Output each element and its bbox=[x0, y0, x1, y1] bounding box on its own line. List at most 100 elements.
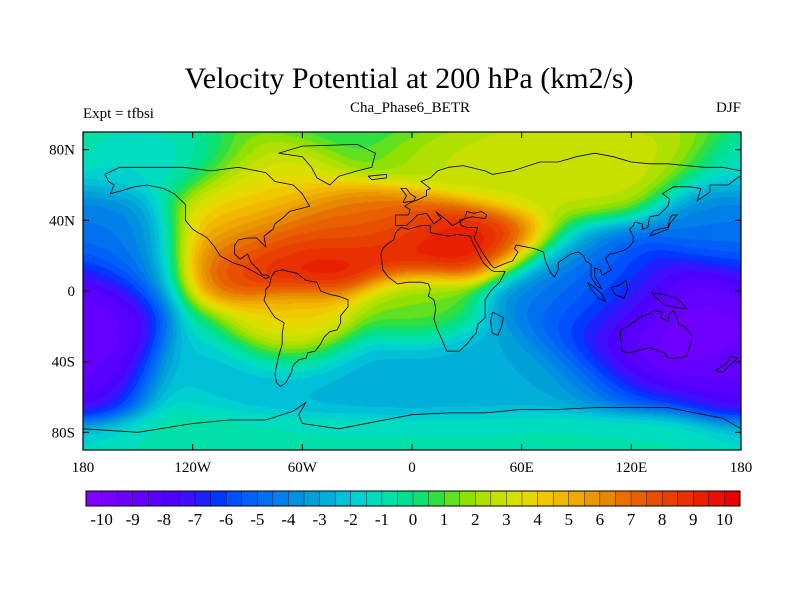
colorbar-swatch bbox=[428, 490, 445, 507]
colorbar-swatch bbox=[272, 490, 289, 507]
colorbar-swatch bbox=[677, 490, 694, 507]
colorbar-swatch bbox=[101, 490, 118, 507]
colorbar-label: -7 bbox=[188, 510, 203, 529]
coastline bbox=[400, 188, 417, 204]
colorbar-label: 10 bbox=[716, 510, 733, 529]
colorbar-swatch bbox=[693, 490, 710, 507]
map-plot-area bbox=[83, 132, 741, 450]
coastline bbox=[380, 225, 506, 352]
x-tick-label: 0 bbox=[408, 460, 416, 476]
colorbar-label: 0 bbox=[409, 510, 418, 529]
y-tick-label: 40N bbox=[49, 213, 75, 229]
coastline bbox=[367, 173, 387, 181]
colorbar-label: -4 bbox=[281, 510, 296, 529]
x-tick-label: 120E bbox=[615, 460, 647, 476]
colorbar-swatch bbox=[397, 490, 414, 507]
colorbar-label: -5 bbox=[250, 510, 264, 529]
colorbar-swatch bbox=[148, 490, 165, 507]
colorbar-swatch bbox=[568, 490, 585, 507]
coastline bbox=[395, 152, 741, 290]
colorbar-swatch bbox=[210, 490, 227, 507]
colorbar-swatch bbox=[85, 490, 103, 507]
coastlines bbox=[83, 143, 741, 433]
x-tick-label: 180 bbox=[730, 460, 753, 476]
colorbar-swatch bbox=[724, 490, 741, 507]
colorbar-label: -8 bbox=[157, 510, 171, 529]
colorbar-swatch bbox=[225, 490, 243, 507]
left-subtitle: Expt = tfbsi bbox=[83, 106, 154, 122]
colorbar-label: 8 bbox=[658, 510, 667, 529]
colorbar-swatch bbox=[412, 490, 430, 507]
colorbar-swatch bbox=[303, 490, 321, 507]
colorbar-label: -2 bbox=[344, 510, 358, 529]
colorbar-label: 2 bbox=[471, 510, 480, 529]
colorbar-swatch bbox=[288, 490, 305, 507]
coastline bbox=[587, 281, 607, 303]
x-tick-label: 120W bbox=[174, 460, 212, 476]
coastline bbox=[490, 311, 504, 336]
colorbar-swatch bbox=[615, 490, 632, 507]
colorbar-swatch bbox=[132, 490, 149, 507]
center-subtitle: Cha_Phase6_BETR bbox=[350, 100, 470, 116]
colorbar-swatch bbox=[630, 490, 648, 507]
colorbar: -10 -9 -8 -7 -6 -5 -4 -3 -2 -1 0 1 2 3 4 5 6 7 8 9 10 bbox=[85, 490, 741, 529]
colorbar-swatch bbox=[116, 490, 134, 507]
colorbar-swatch bbox=[319, 490, 336, 507]
colorbar-swatch bbox=[708, 490, 725, 507]
coastline bbox=[610, 279, 629, 299]
y-axis: 80N 40N 0 40S 80S bbox=[49, 143, 741, 441]
y-tick-label: 80S bbox=[52, 425, 75, 441]
right-subtitle: DJF bbox=[716, 100, 741, 116]
colorbar-label: -6 bbox=[219, 510, 233, 529]
colorbar-label: 7 bbox=[627, 510, 636, 529]
coastline bbox=[715, 355, 739, 373]
colorbar-label: -1 bbox=[375, 510, 389, 529]
colorbar-swatch bbox=[381, 490, 398, 507]
coastline bbox=[649, 214, 678, 237]
colorbar-swatch bbox=[334, 490, 352, 507]
colorbar-label: -3 bbox=[313, 510, 327, 529]
colorbar-label: -10 bbox=[90, 510, 113, 529]
colorbar-swatch bbox=[646, 490, 663, 507]
colorbar-swatch bbox=[350, 490, 367, 507]
colorbar-swatch bbox=[490, 490, 507, 507]
colorbar-label: 9 bbox=[689, 510, 698, 529]
coastline bbox=[651, 292, 688, 310]
x-tick-label: 60E bbox=[510, 460, 534, 476]
colorbar-swatch bbox=[475, 490, 492, 507]
colorbar-label: -9 bbox=[126, 510, 140, 529]
chart-title: Velocity Potential at 200 hPa (km2/s) bbox=[184, 62, 633, 95]
coastline bbox=[620, 309, 692, 359]
colorbar-label: 5 bbox=[564, 510, 573, 529]
colorbar-label: 1 bbox=[440, 510, 449, 529]
x-axis: 180 120W 60W 0 60E 120E 180 bbox=[72, 132, 753, 476]
colorbar-swatch bbox=[552, 490, 570, 507]
y-tick-label: 0 bbox=[68, 284, 76, 300]
colorbar-swatch bbox=[459, 490, 476, 507]
colorbar-swatch bbox=[661, 490, 679, 507]
x-tick-label: 60W bbox=[288, 460, 318, 476]
colorbar-frame bbox=[85, 490, 741, 507]
colorbar-swatch bbox=[163, 490, 180, 507]
colorbar-swatch bbox=[179, 490, 196, 507]
colorbar-swatch bbox=[599, 490, 616, 507]
y-tick-label: 40S bbox=[52, 355, 75, 371]
colorbar-label: 6 bbox=[596, 510, 605, 529]
coastline bbox=[104, 166, 311, 280]
colorbar-swatch bbox=[241, 490, 258, 507]
colorbar-swatch bbox=[257, 490, 274, 507]
colorbar-swatch bbox=[194, 490, 212, 507]
coastline bbox=[278, 143, 376, 186]
velocity-potential-field bbox=[83, 132, 741, 450]
colorbar-swatch bbox=[443, 490, 461, 507]
coastline bbox=[263, 269, 349, 387]
colorbar-label: 3 bbox=[502, 510, 511, 529]
x-tick-label: 180 bbox=[72, 460, 95, 476]
colorbar-swatch bbox=[366, 490, 383, 507]
colorbar-swatch bbox=[521, 490, 539, 507]
y-tick-label: 80N bbox=[49, 143, 75, 159]
colorbar-swatch bbox=[537, 490, 554, 507]
colorbar-swatch bbox=[584, 490, 601, 507]
coastline bbox=[83, 401, 741, 433]
